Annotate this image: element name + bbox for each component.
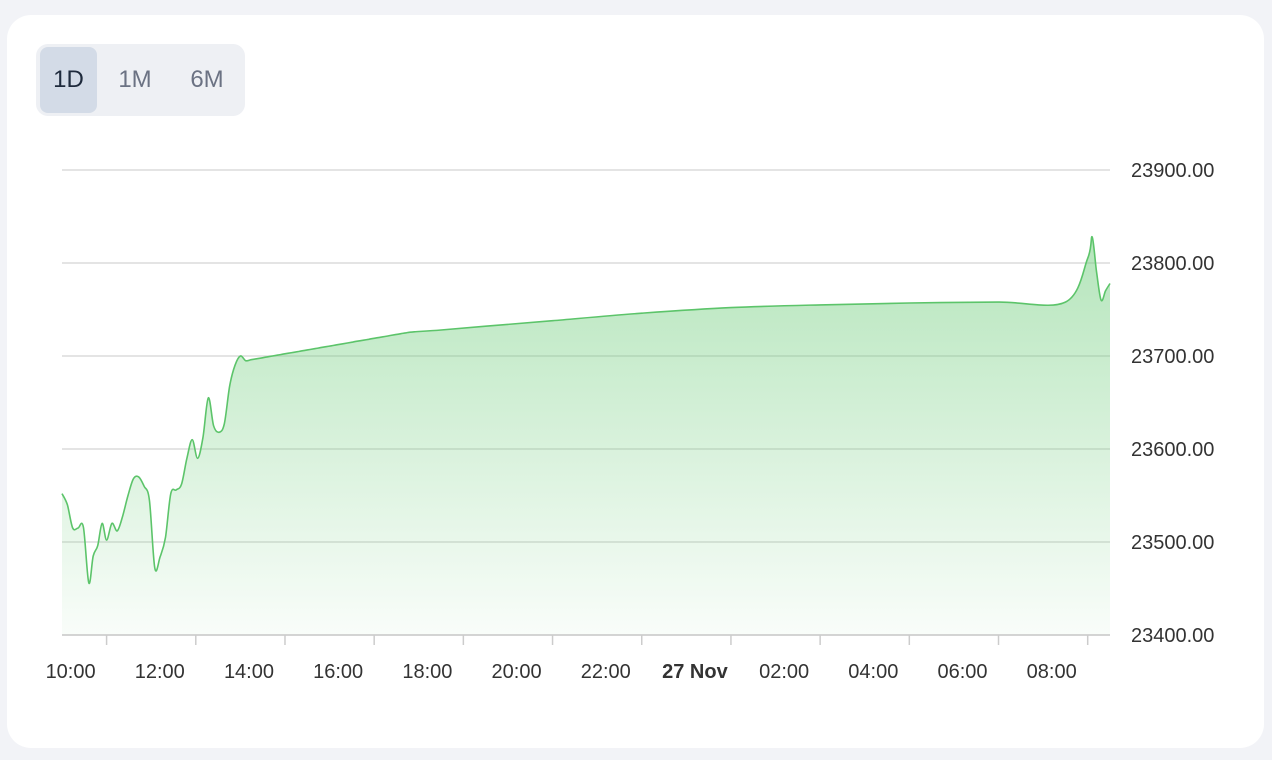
price-line	[61, 235, 1111, 585]
y-tick-label: 23400.00	[1131, 625, 1214, 647]
x-tick-label: 08:00	[1027, 661, 1077, 683]
tab-1m[interactable]: 1M	[118, 66, 152, 93]
y-axis-labels: 23400.00 23500.00 23600.00 23700.00 23800.00…	[1131, 160, 1214, 647]
y-tick-label: 23900.00	[1131, 160, 1214, 182]
x-axis-labels: 10:00 12:00 14:00 16:00 18:00 20:00 22:00 27 No…	[46, 661, 1077, 683]
x-tick-label: 18:00	[402, 661, 452, 683]
y-tick-label: 23500.00	[1131, 532, 1214, 554]
x-tick-label: 10:00	[46, 661, 96, 683]
x-tick-label: 02:00	[759, 661, 809, 683]
axes	[62, 634, 1110, 645]
y-tick-label: 23600.00	[1131, 439, 1214, 461]
tab-6m[interactable]: 6M	[190, 66, 224, 93]
x-tick-label: 04:00	[848, 661, 898, 683]
x-tick-label: 14:00	[224, 661, 274, 683]
x-tick-label: 20:00	[492, 661, 542, 683]
x-tick-label: 22:00	[581, 661, 631, 683]
y-tick-label: 23700.00	[1131, 346, 1214, 368]
x-tick-label: 12:00	[135, 661, 185, 683]
x-tick-label: 27 Nov	[662, 661, 728, 683]
x-tick-label: 16:00	[313, 661, 363, 683]
x-tick-label: 06:00	[937, 661, 987, 683]
price-area	[62, 236, 1110, 636]
y-tick-label: 23800.00	[1131, 253, 1214, 275]
tab-1d[interactable]: 1D	[40, 47, 97, 113]
time-range-tabs: 1D 1M 6M	[36, 44, 245, 116]
